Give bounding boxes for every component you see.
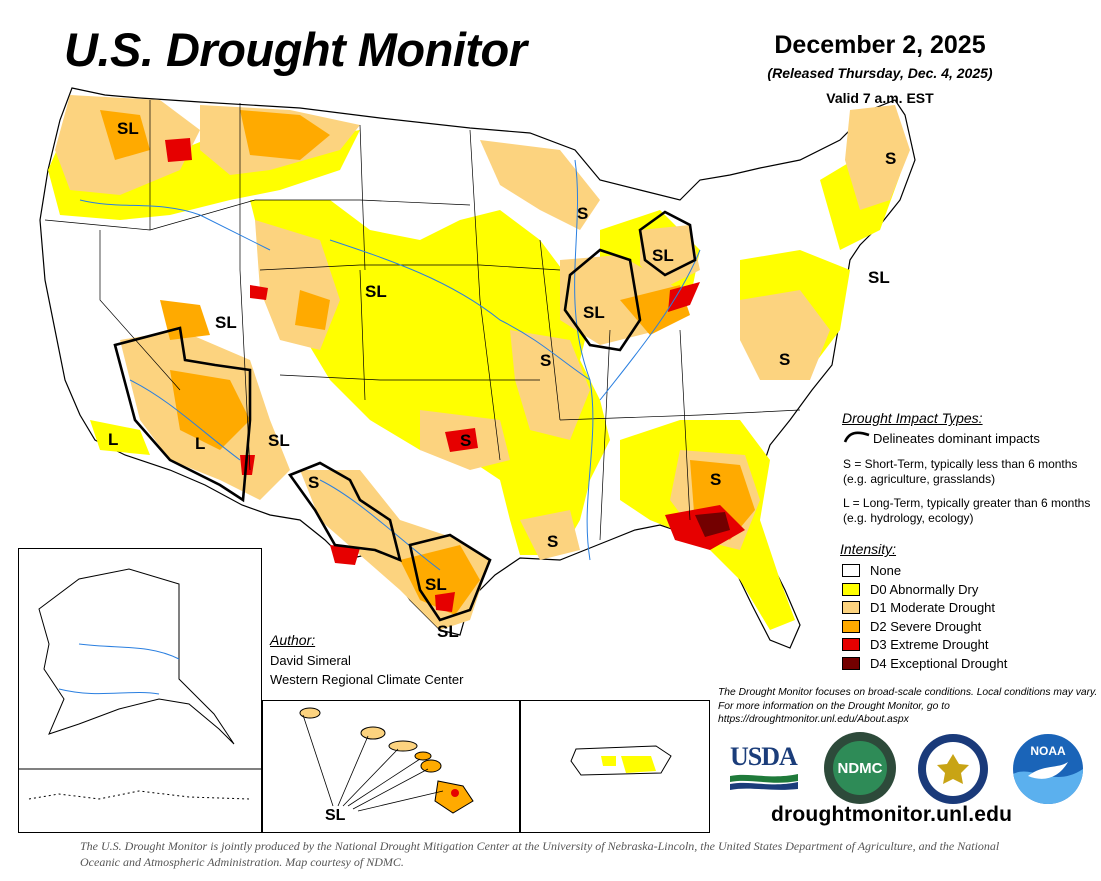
map-label: SL xyxy=(652,246,674,265)
footer-credit: The U.S. Drought Monitor is jointly prod… xyxy=(80,839,1000,869)
impact-line-text: Delineates dominant impacts xyxy=(873,431,1040,446)
intensity-legend-item: D2 Severe Drought xyxy=(842,618,981,635)
impact-boundaries xyxy=(113,210,697,622)
map-label: SL xyxy=(437,622,459,641)
legend-label: D2 Severe Drought xyxy=(870,618,982,634)
map-label: SL xyxy=(425,575,447,594)
intensity-legend-item: D1 Moderate Drought xyxy=(842,599,995,616)
ndmc-logo[interactable]: NDMC xyxy=(824,732,896,804)
map-label: SL xyxy=(117,119,139,138)
alaska-map xyxy=(19,568,263,800)
legend-swatch xyxy=(842,564,860,577)
hawaii-label: SL xyxy=(325,807,346,824)
hawaii-map xyxy=(299,707,474,814)
map-label: L xyxy=(195,434,205,453)
puerto-rico-inset xyxy=(520,700,710,833)
map-label: S xyxy=(885,149,896,168)
impact-legend-title: Drought Impact Types: xyxy=(842,410,983,426)
release-date: (Released Thursday, Dec. 4, 2025) xyxy=(767,65,993,81)
map-label: S xyxy=(779,350,790,369)
noaa-logo-text: NOAA xyxy=(1030,744,1066,758)
intensity-legend-item: None xyxy=(842,562,901,579)
info-note: The Drought Monitor focuses on broad-sca… xyxy=(718,687,1098,725)
legend-label: D0 Abnormally Dry xyxy=(870,581,979,597)
legend-label: None xyxy=(870,563,902,578)
map-label: S xyxy=(460,431,471,450)
author-title: Author: xyxy=(270,632,316,648)
map-label: SL xyxy=(215,313,237,332)
legend-swatch xyxy=(842,582,860,596)
legend-swatch xyxy=(842,656,860,670)
map-label: S xyxy=(710,470,721,489)
author-organization: Western Regional Climate Center xyxy=(270,672,464,687)
legend-swatch xyxy=(842,619,860,633)
map-label: L xyxy=(108,430,118,449)
author-name: David Simeral xyxy=(270,653,351,668)
legend-label: D3 Extreme Drought xyxy=(870,637,989,652)
legend-swatch xyxy=(842,601,860,614)
map-label: SL xyxy=(868,268,890,287)
intensity-legend-item: D3 Extreme Drought xyxy=(842,636,989,653)
long-term-description: L = Long-Term, typically greater than 6 … xyxy=(843,496,1091,525)
map-label: SL xyxy=(583,303,605,322)
map-label-group: SL SL SL SL SL SL SL S S S S S S S L L S… xyxy=(108,119,896,641)
impact-line-icon xyxy=(843,431,870,443)
map-label: S xyxy=(577,204,588,223)
puerto-rico-map xyxy=(570,745,672,776)
intensity-legend-title: Intensity: xyxy=(840,541,897,557)
ndmc-logo-text: NDMC xyxy=(833,741,887,795)
map-label: SL xyxy=(365,282,387,301)
legend-label: D4 Exceptional Drought xyxy=(870,655,1008,671)
map-label: S xyxy=(308,473,319,492)
valid-time: Valid 7 a.m. EST xyxy=(826,90,934,106)
usda-waves-icon xyxy=(730,774,798,790)
d2-areas xyxy=(100,110,755,615)
map-title: U.S. Drought Monitor xyxy=(64,23,527,76)
legend-swatch xyxy=(842,638,860,651)
hawaii-inset: SL xyxy=(262,700,520,833)
map-label: S xyxy=(547,532,558,551)
commerce-seal-logo[interactable] xyxy=(918,734,988,804)
noaa-logo[interactable]: NOAA xyxy=(1013,734,1083,804)
alaska-inset xyxy=(18,548,263,833)
map-date: December 2, 2025 xyxy=(774,31,986,59)
rivers xyxy=(79,159,701,571)
state-lines xyxy=(44,100,801,541)
short-term-description: S = Short-Term, typically less than 6 mo… xyxy=(843,457,1078,486)
noaa-bird-icon xyxy=(1013,762,1083,804)
usda-logo-text: USDA xyxy=(730,742,798,771)
map-label: SL xyxy=(268,431,290,450)
intensity-legend-item: D0 Abnormally Dry xyxy=(842,581,978,598)
eagle-icon xyxy=(926,742,980,796)
legend-label: D1 Moderate Drought xyxy=(870,600,996,615)
d4-area xyxy=(695,512,730,537)
intensity-legend-item: D4 Exceptional Drought xyxy=(842,655,1007,672)
website-link[interactable]: droughtmonitor.unl.edu xyxy=(771,803,1013,826)
usda-logo[interactable]: USDA xyxy=(730,742,800,792)
map-label: S xyxy=(540,351,551,370)
